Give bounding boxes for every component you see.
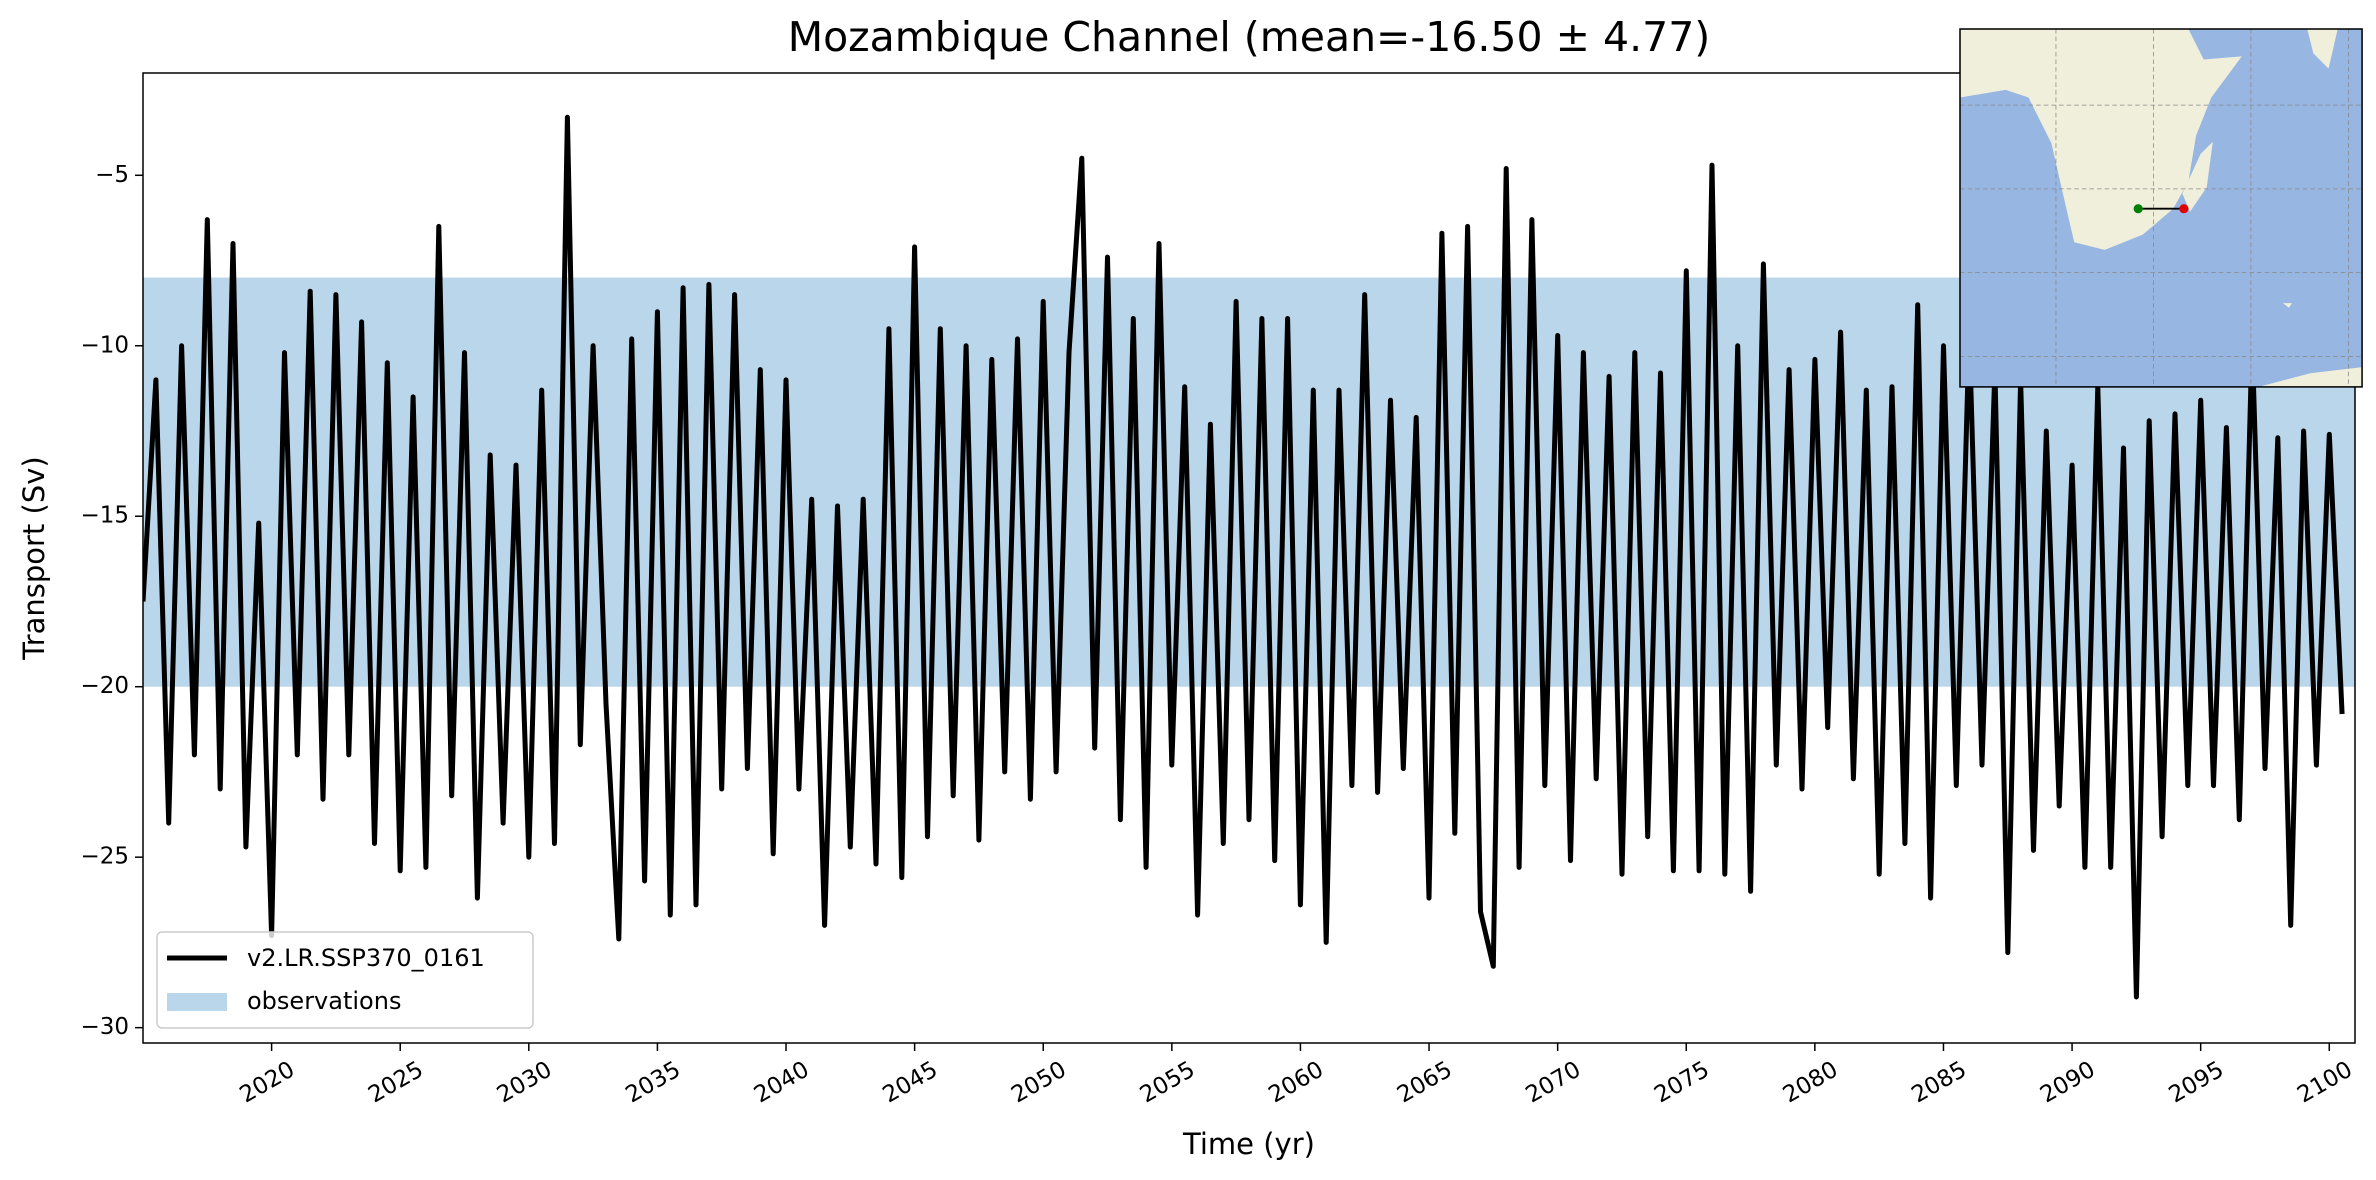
y-axis-label: Transport (Sv): [17, 456, 51, 661]
x-tick-label: 2055: [1136, 1057, 1200, 1109]
x-tick-label: 2090: [2036, 1057, 2100, 1109]
x-axis-label: Time (yr): [1182, 1127, 1315, 1161]
x-tick-label: 2080: [1779, 1057, 1843, 1109]
x-tick-label: 2030: [493, 1057, 557, 1109]
legend-label: observations: [247, 987, 401, 1015]
inset-map: [1959, 28, 2363, 388]
legend-box: [156, 931, 534, 1029]
x-tick-label: 2070: [1522, 1057, 1586, 1109]
x-tick-label: 2075: [1650, 1057, 1714, 1109]
legend-label: v2.LR.SSP370_0161: [247, 944, 485, 972]
map-frame: [1959, 28, 2363, 388]
x-tick-label: 2025: [364, 1057, 428, 1109]
x-tick-label: 2060: [1264, 1057, 1328, 1109]
x-tick-label: 2050: [1007, 1057, 1071, 1109]
y-tick-label: −25: [80, 844, 129, 870]
land: [2182, 141, 2213, 212]
x-tick-label: 2020: [236, 1057, 300, 1109]
section-end: [2179, 204, 2189, 214]
data-line: [143, 114, 2345, 1000]
y-tick-label: −10: [80, 332, 129, 358]
y-tick-label: −15: [80, 503, 129, 529]
x-tick-label: 2100: [2293, 1057, 2357, 1109]
chart-title: Mozambique Channel (mean=-16.50 ± 4.77): [788, 13, 1711, 61]
land: [2258, 367, 2363, 387]
section-start: [2133, 204, 2143, 214]
x-tick-label: 2095: [2165, 1057, 2229, 1109]
x-tick-label: 2035: [621, 1057, 685, 1109]
y-tick-label: −20: [80, 673, 129, 699]
x-tick-label: 2085: [1907, 1057, 1971, 1109]
y-tick-label: −30: [80, 1014, 129, 1040]
x-tick-label: 2040: [750, 1057, 814, 1109]
x-tick-label: 2065: [1393, 1057, 1457, 1109]
y-tick-label: −5: [95, 162, 129, 188]
land: [2307, 29, 2338, 69]
x-tick-label: 2045: [879, 1057, 943, 1109]
plot-frame: [142, 72, 2356, 1044]
legend-swatch: [167, 993, 227, 1011]
land: [1960, 29, 2242, 250]
